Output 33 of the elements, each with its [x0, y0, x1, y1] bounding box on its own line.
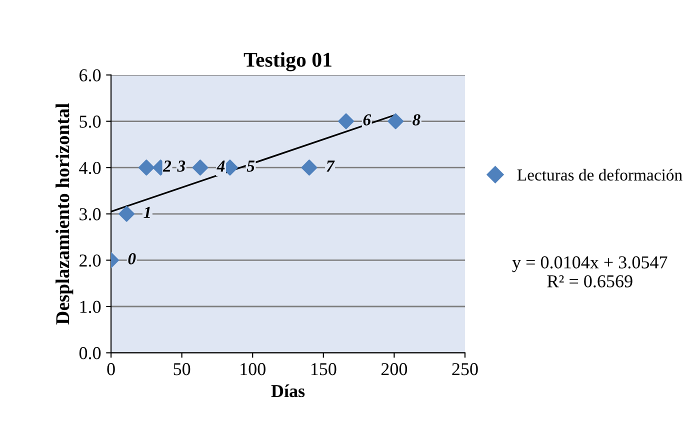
x-tick-label: 200 [381, 363, 408, 376]
x-tick-label: 100 [240, 363, 266, 376]
annotation: 4 [216, 160, 225, 172]
point [192, 160, 208, 176]
annotation: 6 [363, 114, 372, 126]
x-tick-label: 150 [311, 363, 336, 376]
annotation: 7 [326, 160, 335, 172]
legend-label: Lecturas de deformación [517, 168, 682, 181]
x-tick-label: 250 [452, 363, 478, 376]
y-tick-label: 0.0 [79, 347, 101, 360]
y-tick-label: 2.0 [80, 254, 101, 267]
point [301, 160, 318, 176]
y-axis-title: Desplazamiento horizontal [56, 103, 74, 325]
point [388, 113, 404, 130]
point [118, 206, 135, 222]
y-tick-label: 4.0 [79, 162, 101, 174]
annotation: 2 [162, 160, 172, 172]
annotation: 1 [144, 206, 150, 218]
annotation: 3 [177, 160, 186, 172]
text: y = 0.0104x + 3.0547 R² = 0.6569 [512, 256, 668, 288]
annotation: 0 [128, 253, 136, 264]
x-tick-label: 50 [174, 363, 190, 376]
y-tick-label: 3.0 [80, 208, 101, 220]
y-tick-label: 1.0 [80, 300, 101, 314]
annotation: 8 [412, 114, 420, 126]
y-tick-label: 5.0 [80, 116, 101, 128]
y-tick-label: 6.0 [80, 69, 101, 82]
point [338, 113, 354, 130]
chart-title: Testigo 01 [244, 52, 332, 72]
annotation: 5 [246, 160, 255, 172]
point [138, 160, 154, 176]
x-tick-label: 0 [107, 363, 115, 376]
x-axis-title: Días [271, 384, 305, 398]
